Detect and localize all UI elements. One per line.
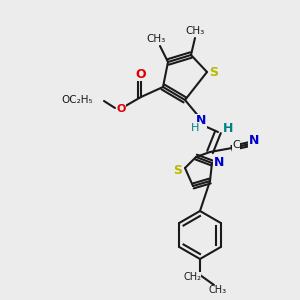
Text: CH₃: CH₃ xyxy=(146,34,166,44)
Text: OC₂H₅: OC₂H₅ xyxy=(61,95,93,105)
Text: H: H xyxy=(223,122,233,134)
Text: O: O xyxy=(136,68,146,80)
Text: O: O xyxy=(116,104,126,114)
Text: CH₃: CH₃ xyxy=(209,285,227,295)
Text: N: N xyxy=(214,155,224,169)
Text: N: N xyxy=(249,134,259,148)
Text: CH₃: CH₃ xyxy=(185,26,205,36)
Text: S: S xyxy=(173,164,182,176)
Text: S: S xyxy=(209,65,218,79)
Text: C: C xyxy=(232,140,240,150)
Text: N: N xyxy=(196,115,206,128)
Text: CH₂: CH₂ xyxy=(183,272,201,282)
Text: H: H xyxy=(191,123,199,133)
